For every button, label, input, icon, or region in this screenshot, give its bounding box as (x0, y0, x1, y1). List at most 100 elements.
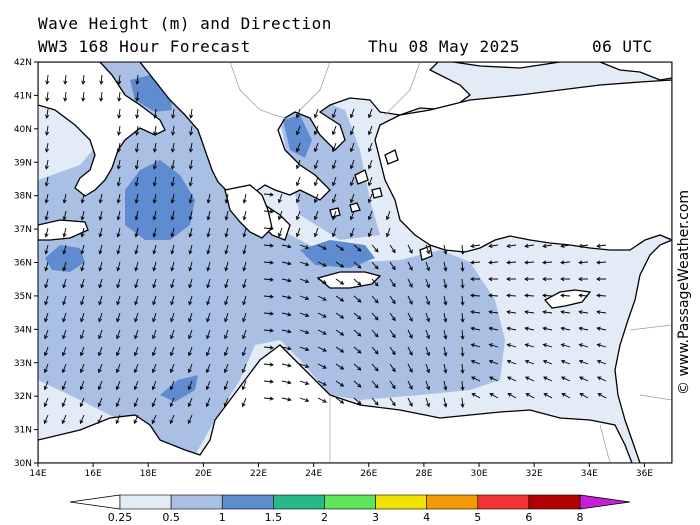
direction-arrow (171, 125, 176, 136)
direction-arrow (152, 312, 157, 323)
direction-arrow (507, 376, 517, 382)
direction-arrow (524, 359, 535, 365)
direction-arrow (61, 397, 67, 408)
direction-arrow (187, 380, 193, 391)
aegean-island-3 (371, 187, 383, 199)
direction-arrow (116, 329, 121, 340)
direction-arrow (117, 125, 122, 136)
lat-tick-label: 35N (14, 292, 32, 302)
lat-tick-label: 38N (14, 192, 32, 202)
direction-arrow (425, 363, 431, 374)
direction-arrow (263, 209, 274, 214)
direction-arrow (331, 176, 337, 187)
aegean-island-2 (349, 202, 361, 213)
direction-arrow (116, 227, 121, 238)
direction-arrow (353, 380, 362, 388)
direction-arrow (488, 260, 499, 265)
direction-arrow (295, 176, 301, 187)
direction-arrow (98, 244, 103, 255)
direction-arrow (80, 244, 85, 255)
direction-arrow (43, 346, 49, 357)
direction-arrow (63, 91, 68, 102)
direction-arrow (443, 397, 448, 408)
direction-arrow (443, 261, 448, 272)
legend-swatch (426, 494, 479, 510)
direction-arrow (295, 193, 301, 204)
direction-arrow (299, 278, 310, 284)
direction-arrow (242, 312, 247, 323)
direction-arrow (579, 393, 589, 399)
direction-arrow (80, 193, 85, 204)
direction-arrow (560, 359, 571, 365)
direction-arrow (349, 193, 355, 204)
direction-arrow (371, 346, 379, 355)
lat-tick-label: 32N (14, 392, 32, 402)
direction-arrow (353, 329, 362, 337)
direction-arrow (353, 346, 362, 354)
legend-swatch (477, 494, 530, 510)
direction-arrow (206, 312, 211, 323)
direction-arrow (187, 346, 193, 357)
direction-arrow (223, 397, 229, 408)
direction-arrow (389, 295, 396, 305)
direction-arrow (134, 261, 139, 272)
direction-arrow (317, 295, 327, 301)
direction-arrow (151, 397, 157, 408)
direction-arrow (263, 345, 274, 350)
legend-label: 8 (577, 511, 584, 524)
direction-arrow (62, 278, 67, 289)
direction-arrow (171, 108, 176, 119)
direction-arrow (470, 243, 481, 248)
direction-arrow (281, 295, 292, 300)
lat-tick-label: 40N (14, 125, 32, 135)
direction-arrow (134, 227, 139, 238)
direction-arrow (152, 227, 157, 238)
direction-arrow (80, 227, 85, 238)
direction-arrow (560, 293, 571, 298)
direction-arrow (62, 193, 67, 204)
direction-arrow (206, 193, 211, 204)
direction-arrow (223, 346, 229, 357)
direction-arrow (371, 261, 379, 270)
lon-tick-label: 14E (29, 469, 46, 479)
direction-arrow (313, 193, 319, 204)
direction-arrow (134, 193, 139, 204)
direction-arrow (489, 393, 499, 399)
legend-max-arrow (579, 494, 631, 510)
direction-arrow (460, 278, 465, 289)
direction-arrow (224, 244, 229, 255)
direction-arrow (335, 295, 345, 302)
direction-arrow (596, 326, 607, 331)
direction-arrow (425, 380, 431, 391)
direction-arrow (133, 380, 139, 391)
direction-arrow (367, 176, 373, 187)
direction-arrow (206, 227, 211, 238)
direction-arrow (206, 210, 211, 221)
direction-arrow (43, 414, 49, 425)
direction-arrow (242, 329, 247, 340)
direction-arrow (470, 326, 481, 331)
direction-arrow (206, 244, 211, 255)
direction-arrow (371, 244, 379, 253)
direction-arrow (578, 359, 589, 365)
direction-arrow (115, 380, 121, 391)
direction-arrow (170, 312, 175, 323)
direction-arrow (313, 210, 319, 221)
direction-arrow (335, 244, 345, 251)
direction-arrow (596, 359, 607, 365)
direction-arrow (169, 380, 175, 391)
direction-arrow (299, 312, 310, 318)
direction-arrow (371, 329, 379, 338)
direction-arrow (389, 329, 396, 339)
direction-arrow (97, 363, 103, 374)
direction-arrow (151, 363, 157, 374)
direction-arrow (44, 312, 49, 323)
direction-arrow (224, 227, 229, 238)
lat-tick-label: 36N (14, 259, 32, 269)
direction-arrow (335, 346, 345, 353)
direction-arrow (443, 312, 448, 323)
direction-arrow (61, 363, 67, 374)
direction-arrow (116, 176, 121, 187)
direction-arrow (170, 278, 175, 289)
direction-arrow (596, 310, 607, 315)
